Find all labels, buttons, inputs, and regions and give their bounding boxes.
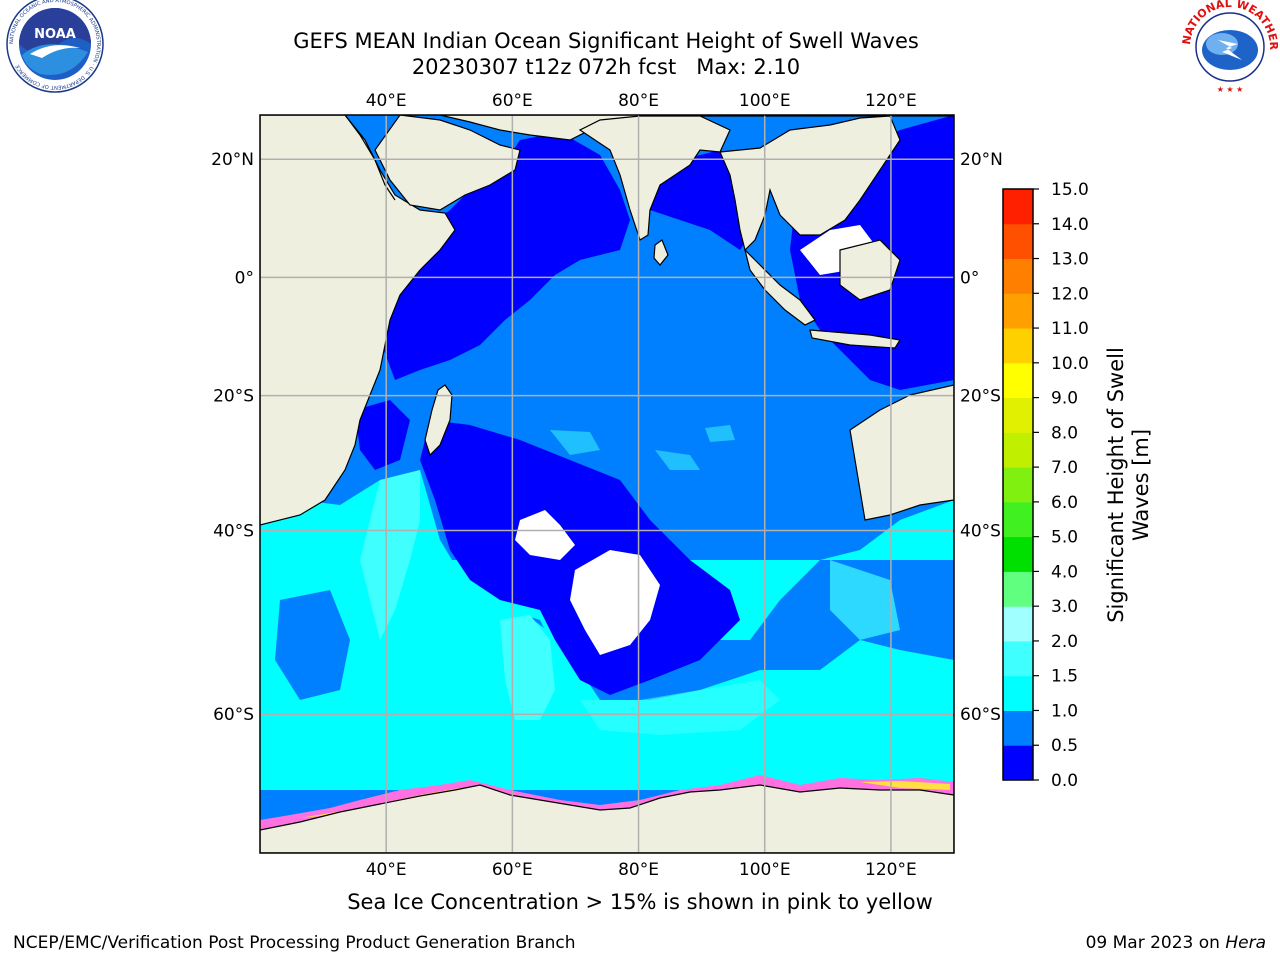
lon-label-top: 120°E: [865, 91, 917, 111]
colorbar-tick-label: 8.0: [1051, 423, 1078, 443]
colorbar-swatch: [1003, 675, 1033, 711]
colorbar-swatch: [1003, 432, 1033, 468]
colorbar-label-line1: Significant Height of Swell: [1104, 347, 1128, 623]
colorbar-label-line2: Waves [m]: [1129, 429, 1153, 541]
colorbar-swatch: [1003, 293, 1033, 329]
colorbar-swatch: [1003, 189, 1033, 225]
colorbar-tick-label: 3.0: [1051, 597, 1078, 617]
lat-label-right: 0°: [960, 268, 979, 288]
footer-date-text: 09 Mar 2023 on: [1085, 933, 1226, 953]
sea-ice-caption: Sea Ice Concentration > 15% is shown in …: [347, 890, 933, 914]
graticule: [260, 115, 954, 853]
colorbar-swatch: [1003, 397, 1033, 433]
colorbar: 0.0 0.5 1.0 1.5 2.0 3.0 4.0 5.0 6.0 7.0 8.0 9.0 10.0…: [1002, 180, 1089, 791]
lon-label-bottom: 60°E: [492, 860, 533, 880]
footer-host: Hera: [1225, 933, 1266, 953]
lon-label-bottom: 100°E: [739, 860, 791, 880]
lon-label-bottom: 40°E: [366, 860, 407, 880]
colorbar-swatch: [1003, 571, 1033, 607]
map-frame: [259, 114, 955, 854]
colorbar-tick-label: 10.0: [1051, 354, 1089, 374]
lat-label-right: 20°S: [960, 387, 1001, 407]
svg-text:NATIONAL WEATHER SERVICE: NATIONAL WEATHER SERVICE: [0, 0, 1280, 51]
colorbar-tick-label: 5.0: [1051, 528, 1078, 548]
colorbar-tick-label: 6.0: [1051, 493, 1078, 513]
colorbar-tick-label: 9.0: [1051, 389, 1078, 409]
colorbar-tick-label: 15.0: [1051, 180, 1089, 200]
colorbar-tick-label: 14.0: [1051, 215, 1089, 235]
colorbar-tick-label: 0.0: [1051, 771, 1078, 791]
colorbar-tick-label: 4.0: [1051, 562, 1078, 582]
chart-title: GEFS MEAN Indian Ocean Significant Heigh…: [293, 29, 919, 53]
colorbar-tick-label: 1.0: [1051, 701, 1078, 721]
svg-text:★ ★ ★: ★ ★ ★: [1217, 85, 1244, 94]
lon-label-top: 40°E: [366, 91, 407, 111]
swell-height-field: [260, 115, 954, 853]
lat-label-left: 60°S: [213, 705, 254, 725]
colorbar-swatch: [1003, 467, 1033, 503]
colorbar-swatch: [1003, 640, 1033, 677]
colorbar-tick-label: 0.5: [1051, 736, 1078, 756]
lon-label-top: 80°E: [618, 91, 659, 111]
colorbar-swatch: [1003, 223, 1033, 260]
colorbar-swatch: [1003, 606, 1033, 642]
colorbar-swatch: [1003, 258, 1033, 294]
colorbar-tick-label: 11.0: [1051, 319, 1089, 339]
lon-label-bottom: 80°E: [618, 860, 659, 880]
lat-label-right: 20°N: [960, 150, 1003, 170]
colorbar-frame: [1002, 188, 1034, 781]
colorbar-tick-label: 7.0: [1051, 458, 1078, 478]
colorbar-tick-label: 1.5: [1051, 667, 1078, 687]
noaa-logo: NOAA NATIONAL OCEANIC AND ATMOSPHERIC AD…: [6, 0, 104, 93]
colorbar-tick-label: 2.0: [1051, 632, 1078, 652]
lat-label-right: 60°S: [960, 705, 1001, 725]
colorbar-swatch: [1003, 710, 1033, 746]
axis-tick-labels: 40°E 40°E 60°E 60°E 80°E 80°E 100°E 100°E 120°E 1…: [211, 91, 1003, 880]
lat-label-right: 40°S: [960, 521, 1001, 541]
lon-label-top: 60°E: [492, 91, 533, 111]
nws-logo: NATIONAL WEATHER SERVICE ★ ★ ★: [0, 0, 1280, 95]
colorbar-tick-label: 12.0: [1051, 284, 1089, 304]
colorbar-swatch: [1003, 536, 1033, 572]
lat-label-left: 40°S: [213, 521, 254, 541]
lat-label-left: 20°S: [213, 387, 254, 407]
chart-subtitle: 20230307 t12z 072h fcst Max: 2.10: [411, 55, 801, 79]
colorbar-tick-label: 13.0: [1051, 250, 1089, 270]
footer-branch: NCEP/EMC/Verification Post Processing Pr…: [13, 933, 576, 953]
lat-label-left: 0°: [235, 268, 254, 288]
footer-date: 09 Mar 2023 on Hera: [1086, 933, 1266, 953]
colorbar-swatch: [1003, 745, 1033, 781]
colorbar-swatch: [1003, 501, 1033, 538]
colorbar-swatch: [1003, 362, 1033, 399]
lat-label-left: 20°N: [211, 150, 254, 170]
lon-label-top: 100°E: [739, 91, 791, 111]
noaa-logo-text: NOAA: [34, 27, 76, 42]
lon-label-bottom: 120°E: [865, 860, 917, 880]
nws-ring-text: NATIONAL WEATHER SERVICE: [0, 0, 1280, 51]
colorbar-swatch: [1003, 328, 1033, 364]
